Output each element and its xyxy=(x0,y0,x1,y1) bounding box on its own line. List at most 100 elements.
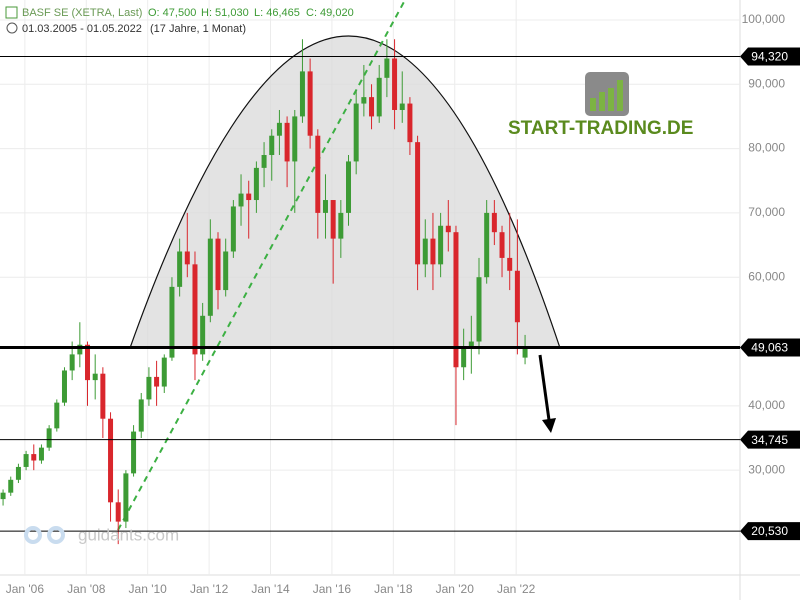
candles xyxy=(0,39,528,545)
candle-body xyxy=(54,402,60,429)
quote: C: 49,020 xyxy=(306,7,354,19)
candle-body xyxy=(146,376,152,400)
candle-body xyxy=(445,225,451,233)
logo-icon xyxy=(617,80,623,111)
x-tick-label: Jan '10 xyxy=(129,582,168,596)
candle-body xyxy=(507,257,513,271)
x-tick-label: Jan '08 xyxy=(67,582,106,596)
level-label: 94,320 xyxy=(751,50,788,64)
candle-body xyxy=(15,466,21,480)
candle-body xyxy=(115,502,121,522)
candle-body xyxy=(484,212,490,278)
candle-body xyxy=(69,354,75,371)
candle-body xyxy=(399,103,405,110)
y-tick-label: 100,000 xyxy=(742,12,786,26)
candle-body xyxy=(138,399,144,432)
candle-body xyxy=(491,212,497,233)
level-tag xyxy=(740,338,800,357)
level-label: 34,745 xyxy=(751,433,788,447)
candle-body xyxy=(8,479,14,493)
watermark-icon xyxy=(24,526,42,544)
candle-body xyxy=(200,315,206,355)
level-label: 20,530 xyxy=(751,524,788,538)
candle-body xyxy=(92,373,98,381)
candle-body xyxy=(384,58,390,78)
watermark-text: guidants.com xyxy=(78,525,179,544)
candle-body xyxy=(184,251,190,265)
candle-body xyxy=(261,155,267,168)
arrow-head xyxy=(542,418,556,433)
quote: L: 46,465 xyxy=(254,7,300,19)
logo-text: START-TRADING.DE xyxy=(508,118,693,139)
logo: START-TRADING.DE xyxy=(508,72,693,139)
symbol: BASF SE (XETRA, Last) xyxy=(22,7,142,19)
candle-body xyxy=(230,206,236,252)
candle-body xyxy=(453,232,459,368)
date-range: 01.03.2005 - 01.05.2022 xyxy=(22,23,142,35)
candle-body xyxy=(353,103,359,162)
header-icon xyxy=(5,6,18,19)
candle-body xyxy=(422,238,428,265)
candle-body xyxy=(338,212,344,239)
level-tag xyxy=(740,522,800,541)
candle-body xyxy=(392,58,398,110)
candle-body xyxy=(207,238,213,316)
candle-body xyxy=(522,347,528,358)
watermark: guidants.com xyxy=(24,525,179,544)
trend-line xyxy=(117,0,406,531)
candle-body xyxy=(461,347,467,368)
candle-body xyxy=(108,418,114,503)
candle-body xyxy=(46,428,52,448)
candle-body xyxy=(246,193,252,201)
candle-body xyxy=(38,447,44,461)
logo-icon xyxy=(608,88,614,111)
x-tick-label: Jan '12 xyxy=(190,582,229,596)
candle-body xyxy=(154,376,160,387)
x-tick-label: Jan '18 xyxy=(374,582,413,596)
y-tick-label: 90,000 xyxy=(748,76,785,90)
candle-body xyxy=(23,454,29,467)
candle-body xyxy=(499,232,505,258)
candle-body xyxy=(415,142,421,265)
x-tick-label: Jan '20 xyxy=(436,582,475,596)
logo-icon xyxy=(590,98,596,111)
candle-body xyxy=(31,454,37,461)
candle-body xyxy=(238,193,244,207)
logo-icon xyxy=(599,92,605,111)
candle-body xyxy=(438,225,444,265)
candle-body xyxy=(100,373,106,419)
candle-body xyxy=(276,122,282,136)
candle-body xyxy=(284,122,290,162)
candle-body xyxy=(376,77,382,117)
watermark-icon xyxy=(47,526,65,544)
candle-body xyxy=(322,200,328,213)
x-tick-label: Jan '16 xyxy=(313,582,352,596)
x-tick-label: Jan '14 xyxy=(251,582,290,596)
candle-body xyxy=(61,370,67,403)
candle-body xyxy=(369,97,375,117)
arrow-shaft xyxy=(538,354,551,421)
candle-body xyxy=(253,167,259,201)
x-tick-label: Jan '06 xyxy=(6,582,45,596)
x-tick-label: Jan '22 xyxy=(497,582,536,596)
candle-body xyxy=(161,357,167,387)
quote: O: 47,500 xyxy=(148,7,196,19)
candle-body xyxy=(177,251,183,287)
candle-body xyxy=(476,277,482,342)
y-tick-label: 30,000 xyxy=(748,462,785,476)
level-tag xyxy=(740,430,800,449)
y-tick-label: 70,000 xyxy=(748,205,785,219)
candle-body xyxy=(85,344,91,381)
candle-body xyxy=(223,251,229,291)
candle-body xyxy=(192,264,198,355)
candle-body xyxy=(330,200,336,239)
candle-body xyxy=(307,71,313,136)
clock-icon xyxy=(6,22,18,34)
quote: H: 51,030 xyxy=(201,7,249,19)
candle-body xyxy=(0,492,6,500)
candle-body xyxy=(407,103,413,143)
y-tick-label: 40,000 xyxy=(748,398,785,412)
dome-formation xyxy=(129,35,561,349)
